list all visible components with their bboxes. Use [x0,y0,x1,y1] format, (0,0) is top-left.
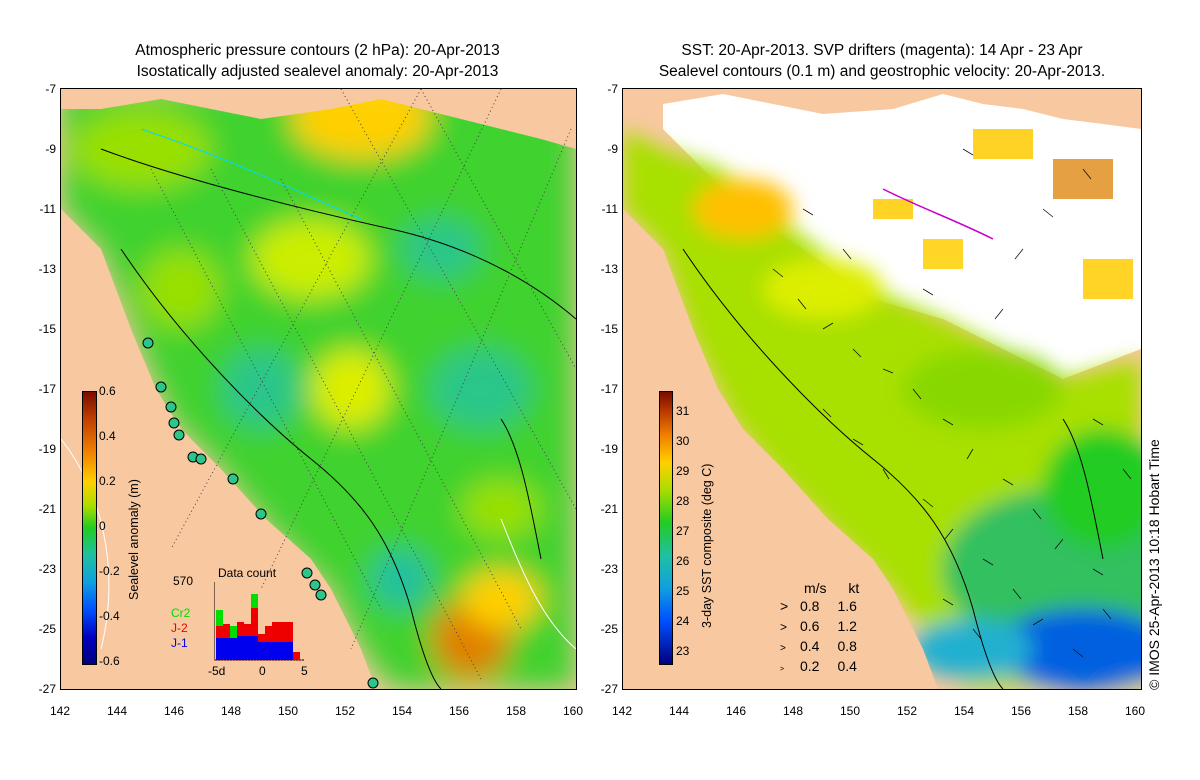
sla-tick: 0.4 [99,429,116,443]
data-count-max: 570 [173,574,194,588]
lon-tick: 146 [163,704,185,718]
lon-tick: 150 [839,704,861,718]
lat-tick: -9 [45,142,56,156]
lat-tick: -19 [38,442,56,456]
lon-tick: 146 [725,704,747,718]
sla-tick: -0.2 [99,564,120,578]
sst-colorbar [659,391,673,665]
lon-tick: 144 [668,704,690,718]
sealevel-anomaly-map [60,88,577,690]
lat-tick: -7 [607,82,618,96]
left-map-title: Atmospheric pressure contours (2 hPa): 2… [60,40,575,82]
sla-tick: 0.2 [99,474,116,488]
lat-tick: -25 [38,622,56,636]
lon-tick: 142 [611,704,633,718]
lon-tick: 152 [334,704,356,718]
lat-tick: -23 [600,562,618,576]
lat-tick: -13 [600,262,618,276]
copyright-notice: © IMOS 25-Apr-2013 10:18 Hobart Time [1146,439,1162,690]
sla-tick: 0 [99,519,106,533]
legend-header-kt: kt [848,580,860,596]
sst-colorbar-label: 3-day SST composite (deg C) [700,463,714,628]
sst-map [622,88,1142,690]
lat-tick: -23 [38,562,56,576]
lat-tick: -15 [38,322,56,336]
legend-row: >0.8 1.6 [780,598,857,614]
left-title-line2: Isostatically adjusted sealevel anomaly:… [136,63,499,80]
lat-tick: -21 [600,502,618,516]
sst-tick: 28 [676,494,690,508]
geostrophic-velocity-arrows [772,148,1132,658]
lat-tick: -7 [45,82,56,96]
sst-tick: 27 [676,524,690,538]
lat-tick: -19 [600,442,618,456]
right-map-title: SST: 20-Apr-2013. SVP drifters (magenta)… [622,40,1142,82]
lat-tick: -27 [38,682,56,696]
right-title-line1: SST: 20-Apr-2013. SVP drifters (magenta)… [681,42,1083,59]
sla-colorbar-label: Sealevel anomaly (m) [127,479,141,600]
lon-tick: 150 [277,704,299,718]
lat-tick: -9 [607,142,618,156]
lat-tick: -15 [600,322,618,336]
hist-xtick: -5d [208,664,226,678]
sst-tick: 31 [676,404,690,418]
legend-j1: J-1 [171,636,188,650]
lat-tick: -27 [600,682,618,696]
lat-tick: -25 [600,622,618,636]
legend-j2: J-2 [171,621,188,635]
lon-tick: 142 [49,704,71,718]
legend-header-ms: m/s [804,580,827,596]
sla-tick: 0.6 [99,384,116,398]
sst-tick: 29 [676,464,690,478]
lat-tick: -13 [38,262,56,276]
left-title-line1: Atmospheric pressure contours (2 hPa): 2… [135,42,500,59]
lon-tick: 156 [448,704,470,718]
lat-tick: -17 [600,382,618,396]
legend-row: >0.2 0.4 [780,658,857,674]
lon-tick: 158 [505,704,527,718]
sla-tick: -0.4 [99,609,120,623]
right-title-line2: Sealevel contours (0.1 m) and geostrophi… [658,63,1106,80]
sealevel-colorbar [82,391,97,665]
legend-row: >0.4 0.8 [780,638,857,654]
lon-tick: 158 [1067,704,1089,718]
sealevel-anomaly-field [61,89,576,689]
sst-tick: 30 [676,434,690,448]
lon-tick: 154 [953,704,975,718]
sst-tick: 25 [676,584,690,598]
sst-tick: 23 [676,644,690,658]
lon-tick: 148 [782,704,804,718]
sla-tick: -0.6 [99,654,120,668]
legend-cr2: Cr2 [171,606,191,620]
hist-xtick: 5 [301,664,308,678]
lat-tick: -21 [38,502,56,516]
lon-tick: 156 [1010,704,1032,718]
lon-tick: 152 [896,704,918,718]
lat-tick: -11 [601,202,618,216]
lon-tick: 160 [1124,704,1146,718]
lon-tick: 154 [391,704,413,718]
hist-xtick: 0 [259,664,266,678]
lat-tick: -17 [38,382,56,396]
lon-tick: 160 [562,704,584,718]
sst-tick: 26 [676,554,690,568]
data-count-title: Data count [218,566,277,580]
lon-tick: 144 [106,704,128,718]
legend-row: >0.6 1.2 [780,618,857,634]
lon-tick: 148 [220,704,242,718]
sst-field [623,89,1141,689]
data-count-histogram [214,582,304,661]
sst-tick: 24 [676,614,690,628]
lat-tick: -11 [39,202,56,216]
